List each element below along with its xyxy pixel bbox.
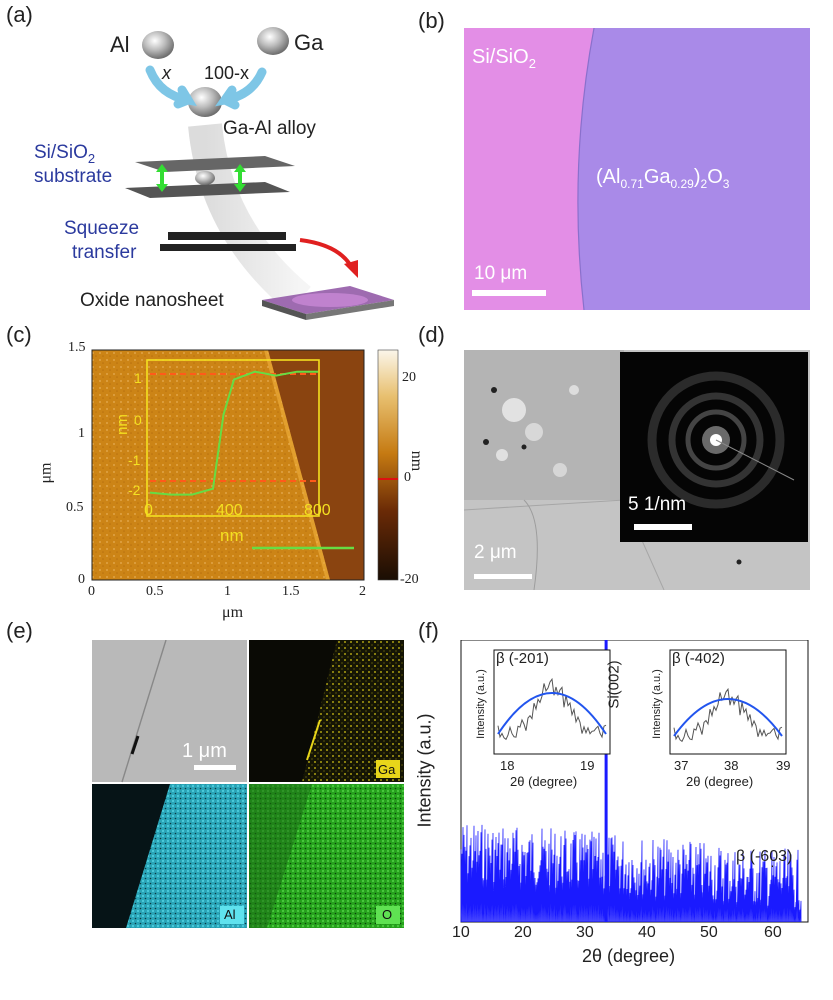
colorbar-label: nm [408,450,426,472]
x-tick: 60 [764,924,782,941]
squeeze-label: Squeeze [64,218,140,239]
o-map-label: O [382,907,393,922]
alloy-sphere [188,87,222,117]
inset2-fit-line [673,698,783,737]
x-axis-label: 2θ (degree) [582,946,676,966]
inset2-x-tick: 37 [674,758,689,773]
optical-image [464,28,810,310]
xrd-pattern-line [460,824,802,923]
inset-y-tick: 0 [134,412,142,428]
panel-f-label: (f) [418,618,439,643]
al-sphere [142,31,174,59]
inset2-x-tick: 38 [724,758,739,773]
panel-a-label: (a) [6,2,33,27]
al-map-label: Al [224,907,236,922]
y-tick: 1.5 [68,340,86,355]
inset-y-tick: 1 [134,370,142,386]
inset-x-label: nm [220,526,244,545]
y-tick: 0.5 [66,500,84,515]
x-tick: 0.5 [146,584,164,599]
x-tick: 0 [88,584,95,599]
inset1-title: β (-201) [496,650,549,667]
scale-bar-label-d: 2 μm [474,542,517,563]
inset1-data-line [497,677,607,741]
top-plate [135,156,295,172]
x-tick: 1 [224,584,231,599]
inset-x-tick: 400 [216,502,243,519]
colorbar-tick: 20 [402,370,416,385]
sio2-label: Si/SiO2 [472,46,536,71]
si-peak-label: Si(002) [605,660,623,709]
afm-image [91,349,399,581]
inset2-ylabel: Intensity (a.u.) [650,669,663,739]
hundred-minus-x-label: 100-x [204,63,250,83]
inset1-ylabel: Intensity (a.u.) [474,669,487,739]
x-tick: 40 [638,924,656,941]
scale-bar-label-e: 1 μm [182,740,227,762]
inset1-x-tick: 19 [580,758,595,773]
inset-y-tick: -2 [128,482,141,498]
inset2-title: β (-402) [672,650,725,667]
x-tick: 10 [452,924,470,941]
panel-b-label: (b) [418,8,445,33]
ga-map-label: Ga [378,762,396,777]
inset-x-tick: 0 [144,502,153,519]
inset1-xlabel: 2θ (degree) [510,774,578,789]
inset-y-tick: -1 [128,452,141,468]
inset1-fit-line [497,692,607,735]
scale-bar-label-b: 10 μm [474,263,528,284]
substrate-label: Si/SiO2 [34,142,96,166]
xrd-noise-trace [460,824,802,923]
xrd-chart: · [460,640,809,923]
panel-d-label: (d) [418,322,445,347]
transfer-label: transfer [72,242,137,263]
al-label: Al [110,32,130,57]
substrate-label-2: substrate [34,166,113,187]
x-tick: 20 [514,924,532,941]
x-tick: 50 [700,924,718,941]
colorbar-tick: 0 [404,470,411,485]
formula-label: (Al0.71Ga0.29)2O3 [596,166,730,191]
eds-maps [92,640,404,928]
colorbar-tick: -20 [400,572,419,587]
x-tick: 30 [576,924,594,941]
panel-c-label: (c) [6,322,32,347]
inset-y-label: nm [113,414,131,435]
beta603-label: β (-603) [736,848,793,865]
panel-e-label: (e) [6,618,33,643]
x-axis-label: μm [222,604,244,621]
alloy-label: Ga-Al alloy [223,118,316,139]
saed-scale-label: 5 1/nm [628,494,687,515]
ga-label: Ga [294,30,324,55]
y-tick: 1 [78,426,85,441]
inset2-x-tick: 39 [776,758,791,773]
inset2-xlabel: 2θ (degree) [686,774,754,789]
nanosheet-label: Oxide nanosheet [80,290,224,311]
y-axis-label: μm [37,462,55,484]
y-axis-label: Intensity (a.u.) [414,713,435,828]
inset2-data-line [673,687,783,743]
bottom-plate [125,182,290,198]
arrow-ga-icon [215,67,267,110]
x-tick: 2 [359,584,366,599]
inset1-x-tick: 18 [500,758,515,773]
beta603-dot: · [770,857,775,873]
y-tick: 0 [78,572,85,587]
height-profile-line [149,370,318,496]
ga-sphere [257,27,289,55]
schematic-illustration [125,27,394,320]
tem-image [464,350,810,590]
x-label: x [162,63,171,83]
x-tick: 1.5 [282,584,300,599]
arrow-al-icon [145,65,197,109]
inset-x-tick: 800 [304,502,331,519]
